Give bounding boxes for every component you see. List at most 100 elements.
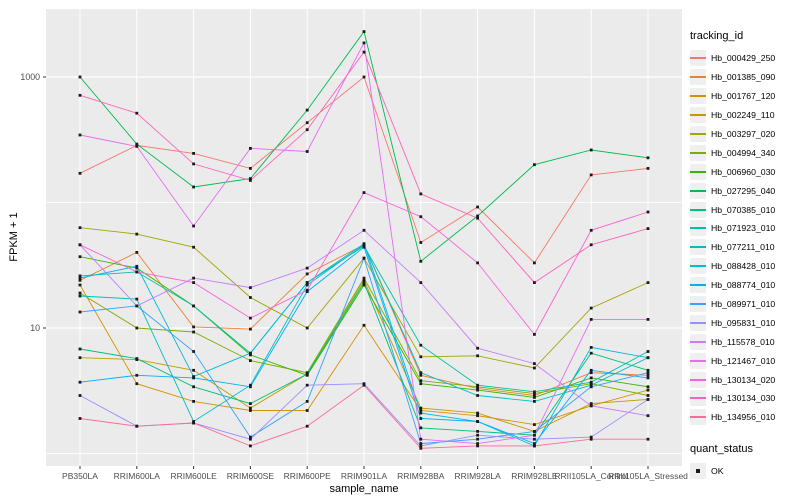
data-point	[305, 383, 309, 387]
legend-item-label: Hb_088428_010	[711, 261, 776, 272]
legend-item-label: Hb_027295_040	[711, 185, 776, 196]
legend-item-Hb_003297_020: Hb_003297_020	[690, 125, 798, 144]
data-point	[249, 179, 252, 182]
data-point	[646, 388, 650, 392]
legend-item-label: Hb_006960_030	[711, 166, 776, 177]
legend-item-Hb_001385_090: Hb_001385_090	[690, 68, 798, 87]
legend-item-label: Hb_088774_010	[711, 280, 776, 291]
legend-key-line-icon	[690, 107, 706, 124]
data-point	[135, 373, 139, 377]
legend-key-line-icon	[690, 163, 706, 180]
x-tick-label: RRII105LA_Control	[554, 471, 628, 481]
data-point	[78, 294, 82, 298]
x-tick-label: PB350LA	[62, 471, 98, 481]
data-point	[78, 255, 82, 259]
data-point	[419, 259, 423, 263]
data-point	[192, 420, 195, 423]
data-point	[646, 156, 650, 160]
data-point	[135, 232, 139, 236]
data-point	[249, 385, 252, 389]
data-point	[249, 351, 252, 355]
data-point	[305, 128, 309, 132]
legend-item-label: Hb_003297_020	[711, 129, 776, 139]
data-point	[589, 148, 593, 152]
data-point	[135, 111, 139, 115]
data-point	[476, 433, 479, 437]
data-point	[646, 210, 650, 214]
legend-item-Hb_130134_030: Hb_130134_030	[690, 389, 798, 408]
data-point	[476, 442, 479, 445]
legend-key-line-icon	[690, 182, 706, 199]
legend-key-line-icon	[690, 277, 706, 294]
data-point	[362, 256, 366, 260]
data-point	[78, 226, 82, 230]
y-tick-label: 10	[30, 323, 40, 333]
data-point	[476, 346, 479, 350]
legend-item-label: Hb_130134_030	[711, 393, 776, 404]
data-point	[476, 430, 479, 433]
data-point	[476, 383, 479, 387]
data-point	[646, 373, 650, 377]
data-point	[78, 274, 82, 278]
legend-key-line-icon	[690, 314, 706, 331]
data-point	[589, 368, 593, 372]
legend-item-label: Hb_089971_010	[711, 299, 776, 310]
data-point	[419, 343, 423, 347]
data-point	[192, 304, 195, 308]
data-point	[476, 388, 479, 392]
data-point	[305, 266, 309, 270]
data-point	[419, 241, 423, 244]
data-point	[419, 192, 423, 196]
data-point	[362, 75, 366, 79]
data-point	[646, 227, 650, 230]
legend-item-label: Hb_000429_250	[711, 53, 776, 64]
data-point	[362, 30, 366, 33]
data-point	[533, 333, 536, 336]
data-point	[305, 108, 309, 112]
data-point	[589, 318, 593, 321]
data-point	[305, 400, 309, 403]
legend-key-line-icon	[690, 390, 706, 407]
data-point	[476, 411, 479, 415]
data-point	[476, 261, 479, 265]
data-point	[646, 350, 650, 353]
data-point	[305, 283, 309, 287]
legend-item-label: OK	[711, 466, 724, 477]
data-point	[589, 228, 593, 232]
legend-item-Hb_004994_340: Hb_004994_340	[690, 143, 798, 162]
legend-key-line-icon	[690, 352, 706, 369]
data-point	[305, 326, 309, 330]
legend-key-line-icon	[690, 88, 706, 105]
x-tick-label: RRIM901LA	[341, 471, 388, 481]
data-point	[646, 437, 650, 441]
data-point	[419, 215, 423, 219]
legend-item-quant-ok: OK	[690, 462, 798, 481]
legend-item-Hb_002249_110: Hb_002249_110	[690, 106, 798, 125]
y-tick-label: 1000	[20, 72, 40, 82]
data-point	[362, 242, 366, 246]
data-point	[419, 379, 423, 383]
legend-item-Hb_071923_010: Hb_071923_010	[690, 219, 798, 238]
legend-item-label: Hb_077211_010	[711, 242, 775, 253]
legend: tracking_id Hb_000429_250 Hb_001385_090 Hb…	[690, 30, 798, 481]
legend-item-Hb_130134_020: Hb_130134_020	[690, 370, 798, 389]
data-point	[362, 245, 366, 249]
data-point	[362, 191, 366, 194]
x-axis-title: sample_name	[329, 483, 399, 495]
data-point	[249, 437, 252, 441]
data-point	[589, 371, 593, 375]
data-point	[78, 243, 82, 247]
data-point	[476, 214, 479, 218]
data-point	[362, 383, 366, 387]
data-point	[362, 50, 366, 54]
x-tick-label: RRIM928LA	[454, 471, 501, 481]
data-point	[589, 382, 593, 386]
data-point	[305, 272, 309, 276]
data-point	[362, 41, 366, 45]
data-point	[78, 133, 82, 137]
data-point	[249, 296, 252, 299]
data-point	[589, 435, 593, 439]
legend-key-line-icon	[690, 239, 706, 256]
data-point	[249, 359, 252, 362]
legend-item-Hb_070385_010: Hb_070385_010	[690, 200, 798, 219]
